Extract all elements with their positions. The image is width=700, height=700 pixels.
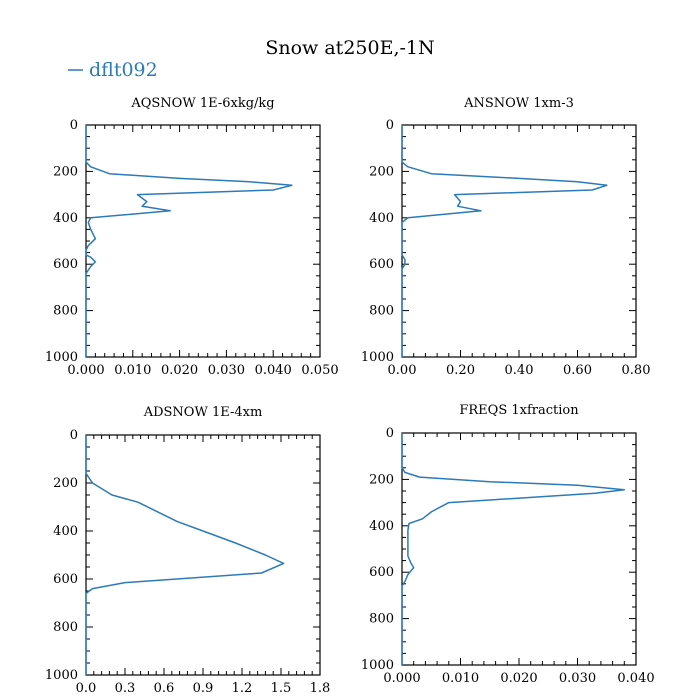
x-tick-label: 0.60 (563, 363, 592, 378)
panel-2: ANSNOW 1xm-3 0.00 0.20 0.40 0.60 0.80 0 200 400 6… (361, 96, 651, 378)
x-tick-label: 0.9 (193, 681, 214, 696)
y-tick-label: 0 (386, 426, 394, 441)
y-tick-label: 400 (53, 211, 78, 226)
x-tick-label: 0.000 (67, 363, 104, 378)
x-tick-label: 0.050 (301, 363, 338, 378)
y-tick-label: 600 (53, 572, 78, 587)
y-tick-label: 0 (70, 118, 78, 133)
figure-title: Snow at250E,-1N (265, 37, 434, 59)
x-tick-label: 0.0 (76, 681, 97, 696)
series-line-dflt092 (85, 435, 285, 675)
plot-frame (401, 124, 637, 358)
x-tick-label: 0.020 (500, 671, 537, 686)
x-tick-label: 0.020 (161, 363, 198, 378)
y-tick-label: 600 (369, 565, 394, 580)
y-tick-label: 200 (369, 164, 394, 179)
x-tick-label: 0.00 (388, 363, 417, 378)
x-tick-label: 0.030 (208, 363, 245, 378)
x-tick-label: 1.8 (310, 681, 331, 696)
panel-1: AQSNOW 1E-6xkg/kg 0.000 0.010 0.020 0.030 0.0… (45, 96, 339, 378)
panels: AQSNOW 1E-6xkg/kg0.000 0.010 0.020 0.030 0.0… (45, 96, 655, 696)
panel-3: ADSNOW 1E-4xm 0.0 0.3 0.6 0.9 1.2 1.5 1.8 0 200 40… (45, 405, 330, 696)
legend-label: dflt092 (89, 59, 158, 81)
panel-title: ANSNOW 1xm-3 (463, 96, 574, 111)
y-tick-label: 800 (369, 612, 394, 627)
x-tick-label: 0.010 (442, 671, 479, 686)
x-tick-label: 0.40 (505, 363, 534, 378)
y-tick-label: 800 (53, 304, 78, 319)
x-tick-label: 0.80 (622, 363, 651, 378)
x-tick-label: 1.2 (232, 681, 253, 696)
panel-title: AQSNOW 1E-6xkg/kg (130, 96, 274, 111)
x-tick-label: 1.5 (271, 681, 292, 696)
series-line-dflt092 (401, 433, 626, 665)
y-tick-label: 600 (369, 257, 394, 272)
y-tick-label: 1000 (45, 668, 78, 683)
y-tick-label: 200 (53, 476, 78, 491)
y-tick-label: 200 (369, 472, 394, 487)
x-tick-label: 0.000 (383, 671, 420, 686)
x-tick-label: 0.6 (154, 681, 175, 696)
panel-title: ADSNOW 1E-4xm (143, 405, 263, 420)
y-tick-label: 400 (369, 211, 394, 226)
y-tick-label: 600 (53, 257, 78, 272)
y-tick-label: 800 (369, 304, 394, 319)
y-tick-label: 1000 (361, 350, 394, 365)
y-tick-label: 1000 (361, 658, 394, 673)
y-tick-label: 200 (53, 164, 78, 179)
plot-frame (85, 434, 321, 676)
y-tick-label: 400 (369, 519, 394, 534)
x-tick-label: 0.030 (559, 671, 596, 686)
x-tick-label: 0.040 (617, 671, 654, 686)
plot-frame (85, 124, 321, 358)
y-tick-label: 400 (53, 524, 78, 539)
y-tick-label: 800 (53, 620, 78, 635)
x-tick-label: 0.040 (255, 363, 292, 378)
series-line-dflt092 (85, 125, 293, 357)
x-tick-label: 0.010 (114, 363, 151, 378)
x-tick-label: 0.20 (446, 363, 475, 378)
plot-frame (401, 432, 637, 666)
panel-4: FREQS 1xfraction 0.000 0.010 0.020 0.030 0.04… (361, 403, 655, 686)
y-tick-label: 0 (386, 118, 394, 133)
panel-title: FREQS 1xfraction (459, 403, 579, 418)
y-tick-label: 1000 (45, 350, 78, 365)
x-tick-label: 0.3 (115, 681, 136, 696)
series-line-dflt092 (401, 125, 608, 357)
y-tick-label: 0 (70, 428, 78, 443)
